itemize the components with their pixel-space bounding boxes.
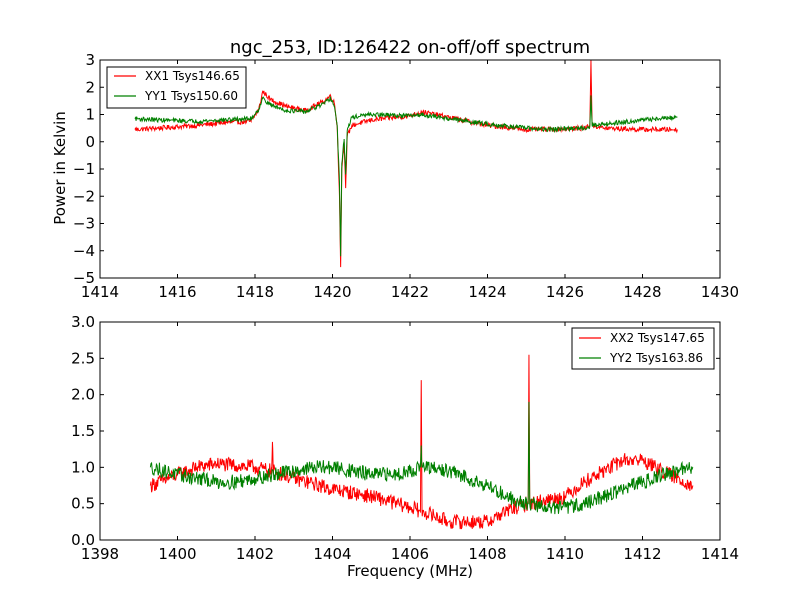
top-chart-y-tick-label: −2 xyxy=(73,187,95,205)
bottom-chart-legend: XX2 Tsys147.65 YY2 Tsys163.86 xyxy=(571,327,715,370)
top-chart-x-tick-label: 1422 xyxy=(391,283,429,301)
bottom-chart-x-tick-label: 1410 xyxy=(546,545,584,563)
top-chart-y-tick-label: −1 xyxy=(73,160,95,178)
legend-frame xyxy=(571,327,715,370)
bottom-chart-x-tick-label: 1398 xyxy=(81,545,119,563)
bottom-chart-y-tick-label: 1.5 xyxy=(71,422,95,440)
top-chart-x-tick-label: 1424 xyxy=(468,283,506,301)
legend-label-xx1: XX1 Tsys146.65 xyxy=(145,69,240,83)
top-chart-x-tick-label: 1420 xyxy=(313,283,351,301)
bottom-chart-series-line-yy xyxy=(149,401,694,515)
bottom-chart-y-tick-label: 0.0 xyxy=(71,531,95,549)
bottom-chart-x-tick-label: 1412 xyxy=(623,545,661,563)
top-chart-series-line-yy xyxy=(134,95,678,257)
legend-label-yy1: YY1 Tsys150.60 xyxy=(144,89,238,103)
legend-frame xyxy=(106,66,247,109)
bottom-chart-y-tick-label: 0.5 xyxy=(71,495,95,513)
top-chart-x-tick-label: 1428 xyxy=(623,283,661,301)
legend-label-xx2: XX2 Tsys147.65 xyxy=(610,331,705,345)
top-chart-y-tick-label: −4 xyxy=(73,242,95,260)
top-chart-y-tick-label: 0 xyxy=(85,133,95,151)
top-chart-legend: XX1 Tsys146.65 YY1 Tsys150.60 xyxy=(106,66,247,109)
bottom-chart-y-tick-label: 3.0 xyxy=(71,313,95,331)
bottom-chart-series-line-xx xyxy=(149,354,694,530)
top-chart-x-tick-label: 1414 xyxy=(81,283,119,301)
legend-label-yy2: YY2 Tsys163.86 xyxy=(609,351,703,365)
top-chart-x-tick-label: 1426 xyxy=(546,283,584,301)
bottom-chart-x-tick-label: 1408 xyxy=(468,545,506,563)
bottom-chart-y-tick-label: 2.0 xyxy=(71,386,95,404)
top-chart-y-tick-label: 2 xyxy=(85,78,95,96)
top-chart-y-tick-label: −5 xyxy=(73,269,95,287)
top-chart-y-axis-label: Power in Kelvin xyxy=(51,111,69,225)
top-chart-x-tick-label: 1430 xyxy=(701,283,739,301)
top-chart-series-line-xx xyxy=(134,60,678,268)
bottom-chart-x-tick-label: 1404 xyxy=(313,545,351,563)
top-chart-y-tick-label: −3 xyxy=(73,215,95,233)
bottom-chart-x-tick-label: 1402 xyxy=(236,545,274,563)
top-chart-y-tick-label: 1 xyxy=(85,106,95,124)
top-chart-x-tick-label: 1418 xyxy=(236,283,274,301)
bottom-chart-x-tick-label: 1400 xyxy=(158,545,196,563)
top-chart-plot-area: 1414 1416 1418 1420 1422 1424 1426 1428 1430 3 2 1 0… xyxy=(73,51,739,301)
top-chart-title: ngc_253, ID:126422 on-off/off spectrum xyxy=(230,37,590,58)
bottom-chart-x-tick-label: 1414 xyxy=(701,545,739,563)
bottom-chart-y-tick-label: 1.0 xyxy=(71,458,95,476)
top-chart-y-tick-label: 3 xyxy=(85,51,95,69)
bottom-chart-y-tick-label: 2.5 xyxy=(71,349,95,367)
top-chart-x-tick-label: 1416 xyxy=(158,283,196,301)
bottom-chart-x-axis-label: Frequency (MHz) xyxy=(347,562,473,580)
bottom-chart-x-tick-label: 1406 xyxy=(391,545,429,563)
bottom-chart-plot-area: 1398 1400 1402 1404 1406 1408 1410 1412 1414 3.0 2… xyxy=(71,313,739,563)
